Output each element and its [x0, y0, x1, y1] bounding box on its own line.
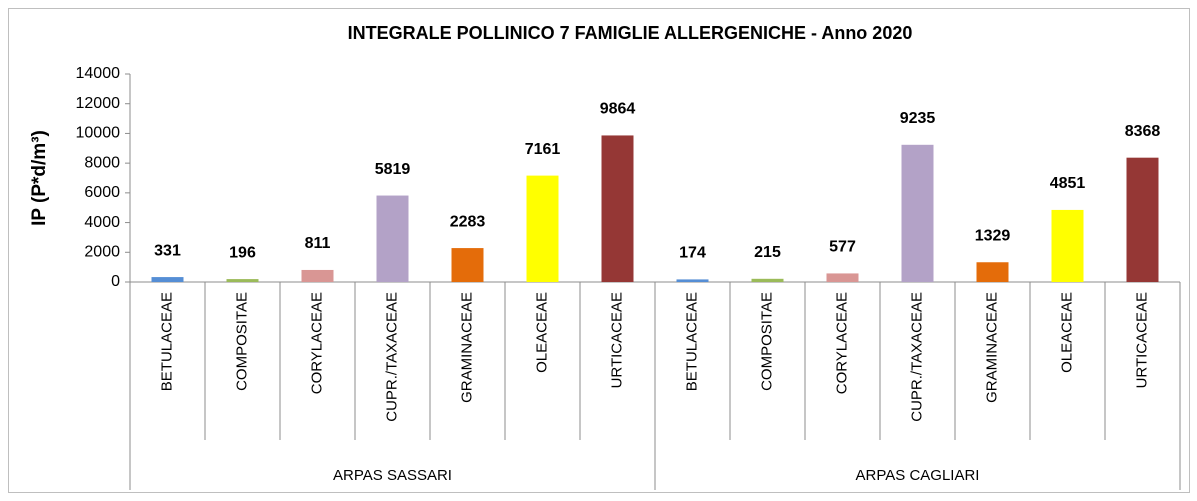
y-tick-label: 14000: [76, 65, 121, 82]
bar: [901, 144, 934, 282]
x-tick-label: BETULACEAE: [683, 292, 700, 391]
x-tick-label: URTICACEAE: [1133, 292, 1150, 388]
value-label: 9864: [600, 101, 636, 118]
bar: [376, 195, 409, 282]
value-label: 331: [154, 242, 181, 259]
y-axis-label: IP (P*d/m³): [29, 130, 50, 226]
value-label: 577: [829, 239, 856, 256]
value-label: 2283: [450, 213, 486, 230]
bar: [451, 248, 484, 282]
bar: [751, 278, 784, 282]
value-label: 4851: [1050, 175, 1086, 192]
value-label: 7161: [525, 141, 561, 158]
x-tick-label: CORYLACEAE: [308, 292, 325, 394]
value-label: 8368: [1125, 123, 1161, 140]
x-tick-label: CUPR./TAXACEAE: [908, 292, 925, 422]
x-tick-label: GRAMINACEAE: [983, 292, 1000, 403]
x-tick-label: OLEACEAE: [1058, 292, 1075, 373]
bar: [151, 277, 184, 282]
y-tick-label: 8000: [84, 154, 120, 171]
value-label: 1329: [975, 227, 1011, 244]
x-tick-label: CUPR./TAXACEAE: [383, 292, 400, 422]
value-label: 174: [679, 245, 706, 262]
x-tick-label: CORYLACEAE: [833, 292, 850, 394]
bar: [676, 279, 709, 282]
y-tick-label: 4000: [84, 214, 120, 231]
x-tick-label: COMPOSITAE: [233, 292, 250, 391]
chart-title: INTEGRALE POLLINICO 7 FAMIGLIE ALLERGENI…: [348, 23, 913, 43]
bar: [301, 269, 334, 282]
x-tick-label: BETULACEAE: [158, 292, 175, 391]
bar: [601, 135, 634, 282]
y-tick-label: 2000: [84, 244, 120, 261]
bar: [526, 175, 559, 282]
value-label: 9235: [900, 110, 936, 127]
y-tick-label: 6000: [84, 184, 120, 201]
y-tick-label: 0: [111, 273, 120, 290]
value-label: 811: [305, 235, 331, 252]
chart-border: [8, 8, 1190, 493]
bar: [1126, 157, 1159, 282]
value-label: 5819: [375, 161, 411, 178]
x-tick-label: OLEACEAE: [533, 292, 550, 373]
value-label: 215: [754, 244, 781, 261]
x-tick-label: GRAMINACEAE: [458, 292, 475, 403]
value-label: 196: [229, 244, 256, 261]
y-tick-label: 10000: [76, 125, 121, 142]
bar: [826, 273, 859, 282]
bar: [976, 262, 1009, 282]
y-tick-label: 12000: [76, 95, 121, 112]
x-tick-label: URTICACEAE: [608, 292, 625, 388]
bar: [226, 279, 259, 282]
x-tick-label: COMPOSITAE: [758, 292, 775, 391]
group-label: ARPAS SASSARI: [333, 467, 452, 484]
bar: [1051, 209, 1084, 282]
group-label: ARPAS CAGLIARI: [856, 467, 980, 484]
